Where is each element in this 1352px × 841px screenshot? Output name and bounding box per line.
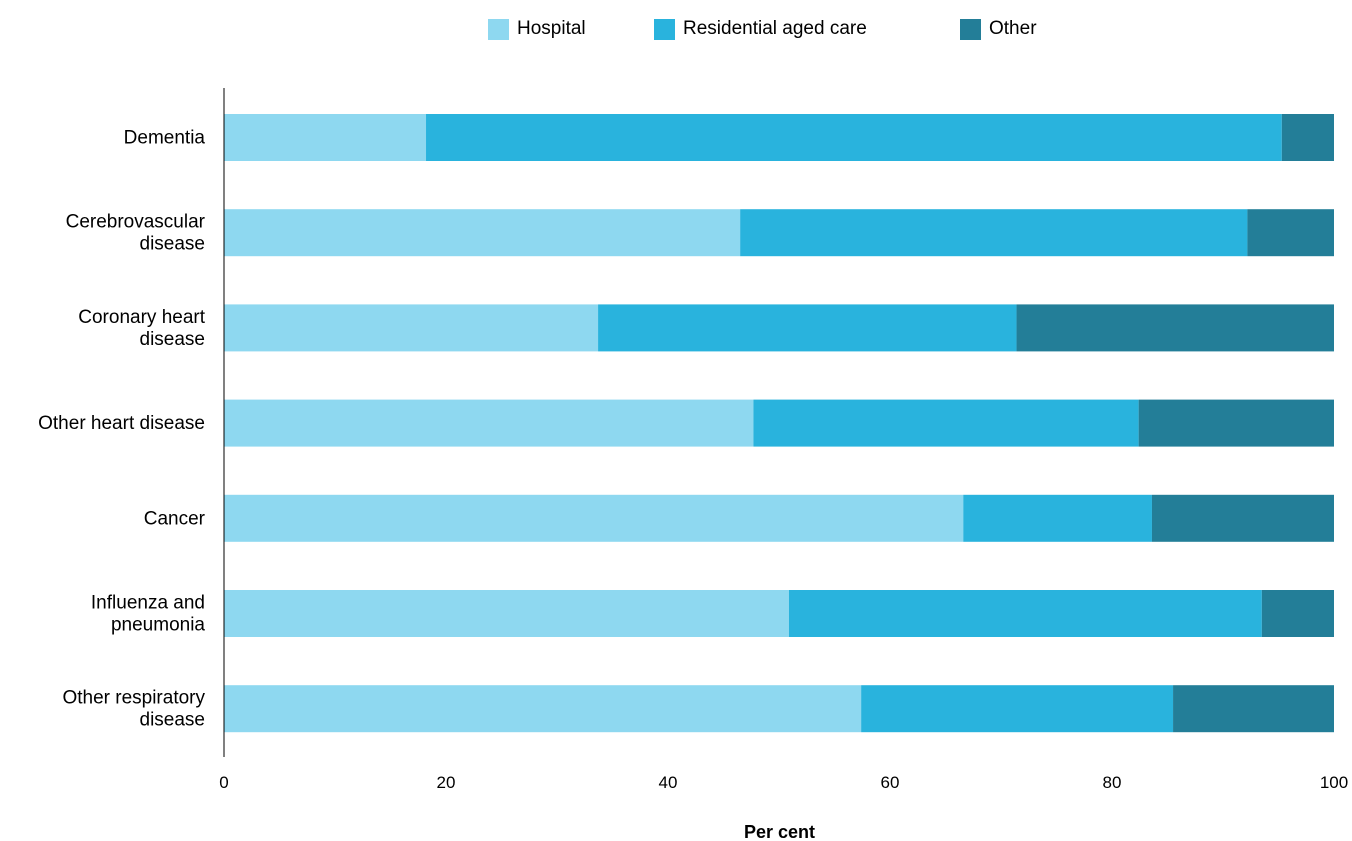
bar-segment	[224, 399, 754, 447]
bar-segment	[224, 114, 427, 161]
bar-segment	[224, 209, 741, 257]
bar-segment	[224, 590, 789, 637]
category-label-line: Dementia	[124, 128, 206, 149]
legend-swatch	[654, 18, 675, 40]
legend-label: Other	[989, 18, 1037, 39]
bar-segment	[224, 685, 862, 733]
category-label-line: disease	[140, 234, 206, 255]
legend-label: Hospital	[517, 18, 586, 39]
bar-segment	[1261, 590, 1334, 637]
x-tick-label: 60	[881, 773, 900, 792]
bar-segment	[753, 399, 1139, 447]
legend-item: Other	[960, 16, 1037, 42]
bar-segment	[740, 209, 1248, 257]
x-tick-label: 0	[219, 773, 228, 792]
x-tick-label: 80	[1103, 773, 1122, 792]
bar-segment	[1016, 304, 1334, 352]
category-label: Cerebrovascular disease	[66, 212, 206, 255]
x-tick-label: 100	[1320, 773, 1348, 792]
legend-label: Residential aged care	[683, 18, 867, 39]
legend: Hospital Residential aged care Other	[0, 16, 1352, 42]
bar-segment	[1138, 399, 1334, 447]
legend-item: Residential aged care	[654, 16, 867, 42]
legend-item: Hospital	[488, 16, 586, 42]
category-label: Other respiratory disease	[62, 688, 205, 731]
bar-segment	[598, 304, 1017, 352]
x-tick-label: 40	[659, 773, 678, 792]
x-axis-title: Per cent	[744, 822, 815, 841]
category-label-line: Cerebrovascular	[66, 212, 206, 233]
bar-segment	[224, 304, 599, 352]
bar-segment	[788, 590, 1262, 637]
bar-segment	[963, 494, 1152, 542]
bar-segment	[1151, 494, 1334, 542]
legend-swatch	[488, 18, 509, 40]
category-label: Influenza and pneumonia	[91, 593, 206, 636]
category-label: Other heart disease	[38, 413, 205, 434]
bar-segment	[1173, 685, 1334, 733]
bar-segment	[1281, 114, 1334, 161]
category-label-line: Other heart disease	[38, 413, 205, 434]
legend-swatch	[960, 18, 981, 40]
category-label-line: pneumonia	[111, 615, 205, 636]
x-tick-label: 20	[437, 773, 456, 792]
category-label-line: disease	[140, 710, 206, 731]
bar-segment	[861, 685, 1174, 733]
bar-segment	[1247, 209, 1334, 257]
category-label-line: Cancer	[144, 508, 206, 529]
bar-segment	[426, 114, 1282, 161]
category-label-line: Influenza and	[91, 593, 205, 614]
bar-segment	[224, 494, 964, 542]
category-label: Cancer	[144, 508, 206, 529]
category-label-line: Coronary heart	[78, 307, 205, 328]
category-label: Dementia	[124, 128, 206, 149]
category-label-line: disease	[140, 329, 206, 350]
category-label-line: Other respiratory	[62, 688, 205, 709]
category-label: Coronary heart disease	[78, 307, 205, 350]
